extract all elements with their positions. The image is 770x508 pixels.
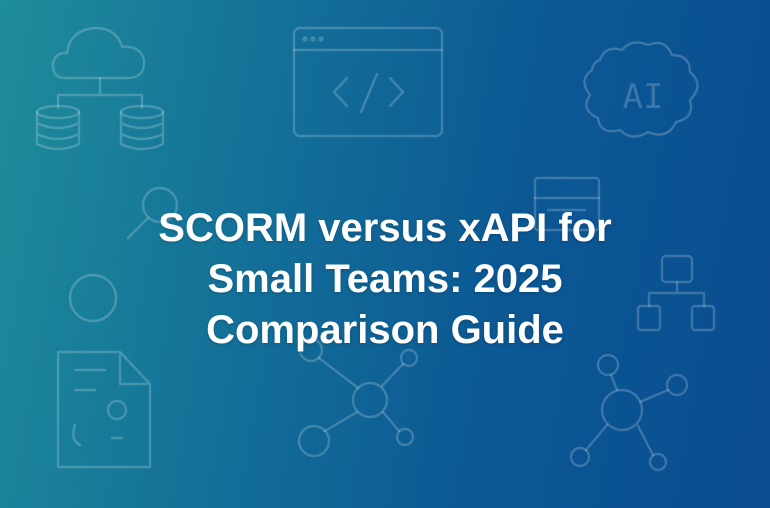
ai-label: AI: [623, 77, 664, 117]
network-icon: [569, 353, 689, 472]
org-chart-icon: [636, 254, 716, 332]
circle-icon: [68, 273, 118, 323]
cloud-database-icon: [35, 26, 165, 151]
title-line: SCORM versus xAPI for: [158, 205, 612, 250]
magnifier-icon: [126, 186, 179, 240]
ai-cloud-icon: AI: [583, 41, 699, 138]
window-icon: [533, 176, 601, 232]
document-icon: [56, 350, 152, 469]
page-title: SCORM versus xAPI for Small Teams: 2025 …: [0, 203, 770, 356]
title-line: Small Teams: 2025: [207, 256, 563, 301]
network-icon: [297, 337, 419, 458]
code-window-icon: [292, 26, 444, 138]
title-line: Comparison Guide: [206, 307, 564, 352]
